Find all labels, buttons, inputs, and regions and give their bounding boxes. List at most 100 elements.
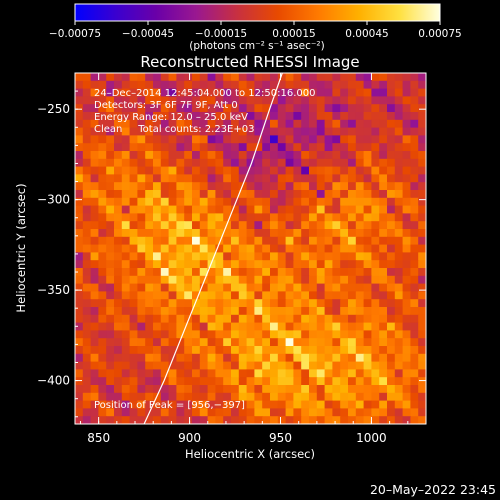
heatmap-cell	[394, 166, 404, 175]
heatmap-cell	[355, 314, 365, 324]
heatmap-cell	[129, 104, 138, 113]
heatmap-cell	[98, 252, 107, 261]
heatmap-cell	[355, 80, 365, 90]
heatmap-cell	[410, 112, 419, 121]
heatmap-cell	[324, 213, 333, 222]
x-tick-label: 1000	[356, 431, 387, 445]
heatmap-cell	[207, 151, 216, 160]
heatmap-cell	[145, 275, 154, 285]
heatmap-cell	[215, 119, 224, 129]
heatmap-cell	[137, 96, 146, 105]
heatmap-cell	[402, 314, 411, 324]
heatmap-cell	[379, 80, 388, 90]
heatmap-cell	[82, 260, 92, 269]
heatmap-cell	[121, 166, 131, 175]
heatmap-cell	[340, 377, 349, 386]
heatmap-cell	[379, 190, 388, 199]
heatmap-cell	[176, 135, 185, 144]
heatmap-cell	[332, 330, 341, 339]
heatmap-cell	[160, 361, 170, 370]
heatmap-cell	[301, 275, 310, 285]
heatmap-cell	[254, 151, 263, 160]
heatmap-cell	[215, 221, 224, 230]
heatmap-cell	[246, 229, 255, 238]
heatmap-cell	[301, 244, 310, 253]
heatmap-cell	[192, 314, 201, 324]
heatmap-cell	[371, 221, 380, 230]
heatmap-cell	[277, 408, 287, 417]
heatmap-cell	[355, 268, 365, 277]
heatmap-cell	[223, 299, 232, 308]
heatmap-cell	[231, 190, 240, 199]
heatmap-cell	[348, 314, 357, 324]
heatmap-cell	[129, 400, 138, 409]
heatmap-cell	[285, 408, 294, 417]
heatmap-cell	[285, 330, 294, 339]
heatmap-cell	[153, 346, 162, 355]
heatmap-cell	[246, 322, 255, 331]
heatmap-cell	[215, 314, 224, 324]
heatmap-cell	[223, 213, 232, 222]
heatmap-cell	[98, 299, 107, 308]
heatmap-cell	[324, 346, 333, 355]
heatmap-cell	[121, 221, 131, 230]
heatmap-cell	[332, 346, 341, 355]
heatmap-cell	[332, 299, 341, 308]
heatmap-cell	[98, 182, 107, 191]
heatmap-cell	[410, 205, 419, 214]
heatmap-cell	[402, 346, 411, 355]
heatmap-cell	[418, 322, 426, 331]
heatmap-cell	[285, 166, 294, 175]
heatmap-cell	[223, 353, 232, 363]
heatmap-cell	[153, 73, 162, 82]
heatmap-cell	[332, 190, 341, 199]
heatmap-cell	[82, 221, 92, 230]
heatmap-cell	[129, 182, 138, 191]
heatmap-cell	[75, 151, 84, 160]
heatmap-cell	[387, 166, 396, 175]
heatmap-cell	[129, 119, 138, 129]
heatmap-cell	[309, 377, 318, 386]
heatmap-cell	[254, 400, 263, 409]
chart-title: Reconstructed RHESSI Image	[140, 53, 359, 71]
heatmap-cell	[309, 213, 318, 222]
heatmap-cell	[262, 244, 271, 253]
heatmap-cell	[254, 143, 263, 152]
heatmap-cell	[176, 166, 185, 175]
heatmap-cell	[348, 221, 357, 230]
heatmap-cell	[332, 135, 341, 144]
heatmap-cell	[215, 213, 224, 222]
heatmap-cell	[262, 143, 271, 152]
heatmap-cell	[98, 338, 107, 347]
heatmap-cell	[160, 299, 170, 308]
heatmap-cell	[207, 158, 216, 168]
heatmap-cell	[106, 260, 115, 269]
heatmap-cell	[106, 268, 115, 277]
heatmap-cell	[277, 221, 287, 230]
heatmap-cell	[199, 314, 209, 324]
heatmap-cell	[153, 151, 162, 160]
heatmap-cell	[340, 346, 349, 355]
heatmap-cell	[223, 221, 232, 230]
heatmap-cell	[98, 369, 107, 378]
heatmap-cell	[309, 314, 318, 324]
heatmap-cell	[262, 229, 271, 238]
heatmap-cell	[223, 330, 232, 339]
heatmap-cell	[90, 221, 99, 230]
heatmap-cell	[277, 166, 287, 175]
heatmap-cell	[98, 244, 107, 253]
heatmap-cell	[379, 338, 388, 347]
heatmap-cell	[348, 346, 357, 355]
heatmap-cell	[98, 291, 107, 300]
heatmap-cell	[192, 369, 201, 378]
heatmap-cell	[410, 392, 419, 402]
heatmap-cell	[363, 299, 372, 308]
heatmap-cell	[309, 392, 318, 402]
heatmap-cell	[168, 260, 177, 269]
heatmap-cell	[363, 104, 372, 113]
heatmap-cell	[371, 322, 380, 331]
heatmap-cell	[160, 330, 170, 339]
heatmap-cell	[262, 104, 271, 113]
heatmap-cell	[418, 260, 426, 269]
heatmap-cell	[82, 119, 92, 129]
